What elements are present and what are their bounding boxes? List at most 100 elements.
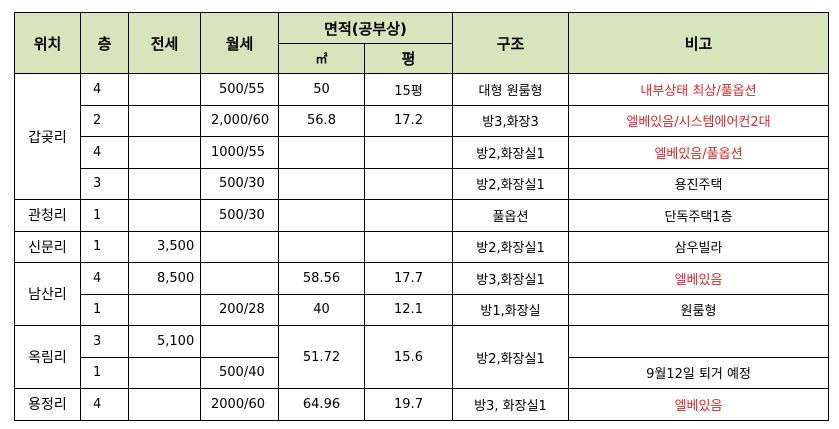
header-location: 위치 xyxy=(14,12,81,74)
area-pyeong-cell xyxy=(364,136,453,169)
wolse-cell: 500/30 xyxy=(200,199,279,232)
header-floor: 층 xyxy=(80,12,129,74)
wolse-cell: 500/30 xyxy=(200,167,279,200)
floor-cell: 2 xyxy=(80,104,129,137)
jeonse-cell: 3,500 xyxy=(128,230,201,263)
note-cell: 9월12일 퇴거 예정 xyxy=(568,356,829,389)
table-row: 신문리 1 3,500 방2,화장실1 삼우빌라 xyxy=(14,230,829,263)
area-m2-cell: 40 xyxy=(278,293,365,326)
structure-cell: 풀옵션 xyxy=(452,199,569,232)
area-pyeong-cell: 17.2 xyxy=(364,104,453,137)
wolse-cell: 200/28 xyxy=(200,293,279,326)
jeonse-cell xyxy=(128,293,201,326)
area-pyeong-cell: 15평 xyxy=(364,73,453,106)
note-cell: 원룸형 xyxy=(568,293,829,326)
table-row: 4 1000/55 방2,화장실1 엘베있음/풀옵션 xyxy=(15,136,829,169)
header-area-m2: ㎡ xyxy=(278,43,365,74)
jeonse-cell xyxy=(128,104,201,137)
jeonse-cell xyxy=(128,356,201,389)
note-cell: 단독주택1층 xyxy=(568,199,829,232)
location-cell: 갑곶리 xyxy=(14,73,81,200)
area-pyeong-cell: 12.1 xyxy=(364,293,453,326)
wolse-cell: 500/55 xyxy=(200,73,279,106)
location-cell: 용정리 xyxy=(14,388,81,421)
jeonse-cell xyxy=(128,136,201,169)
jeonse-cell: 5,100 xyxy=(128,325,201,358)
table-row: 1 500/40 9월12일 퇴거 예정 xyxy=(15,356,829,389)
note-cell: 내부상태 최상/풀옵션 xyxy=(568,73,829,106)
location-cell: 남산리 xyxy=(14,262,81,326)
area-pyeong-cell: 15.6 xyxy=(364,325,453,389)
structure-cell: 방3,화장실1 xyxy=(452,262,569,295)
floor-cell: 1 xyxy=(80,293,129,326)
wolse-cell: 2,000/60 xyxy=(200,104,279,137)
wolse-cell xyxy=(200,325,279,358)
floor-cell: 4 xyxy=(80,136,129,169)
header-wolse: 월세 xyxy=(200,12,279,74)
wolse-cell: 500/40 xyxy=(200,356,279,389)
structure-cell: 방3, 화장실1 xyxy=(452,388,569,421)
area-m2-cell xyxy=(278,167,365,200)
structure-cell: 방3,화장3 xyxy=(452,104,569,137)
area-m2-cell xyxy=(278,230,365,263)
location-cell: 관청리 xyxy=(14,199,81,232)
area-m2-cell xyxy=(278,199,365,232)
note-cell xyxy=(568,325,829,358)
note-cell: 삼우빌라 xyxy=(568,230,829,263)
structure-cell: 방2,화장실1 xyxy=(452,136,569,169)
header-note: 비고 xyxy=(568,12,829,74)
header-area: 면적(공부상) xyxy=(278,12,453,44)
area-pyeong-cell xyxy=(364,167,453,200)
area-m2-cell: 50 xyxy=(278,73,365,106)
area-pyeong-cell xyxy=(364,230,453,263)
table-row: 관청리 1 500/30 풀옵션 단독주택1층 xyxy=(14,199,829,232)
rental-listing-table: 위치 층 전세 월세 면적(공부상) 구조 비고 ㎡ 평 갑곶리 4 500/5… xyxy=(14,12,829,421)
jeonse-cell xyxy=(128,73,201,106)
floor-cell: 3 xyxy=(80,167,129,200)
jeonse-cell xyxy=(128,199,201,232)
area-m2-cell: 58.56 xyxy=(278,262,365,295)
wolse-cell: 1000/55 xyxy=(200,136,279,169)
wolse-cell xyxy=(200,262,279,295)
structure-cell: 방2,화장실1 xyxy=(452,325,569,389)
table-row: 용정리 4 2000/60 64.96 19.7 방3, 화장실1 엘베있음 xyxy=(14,388,829,421)
header-structure: 구조 xyxy=(452,12,569,74)
structure-cell: 방2,화장실1 xyxy=(452,230,569,263)
note-cell: 엘베있음/풀옵션 xyxy=(568,136,829,169)
table-row: 2 2,000/60 56.8 17.2 방3,화장3 엘베있음/시스템에어컨2… xyxy=(15,104,829,137)
jeonse-cell xyxy=(128,388,201,421)
wolse-cell: 2000/60 xyxy=(200,388,279,421)
note-cell: 용진주택 xyxy=(568,167,829,200)
note-cell: 엘베있음/시스템에어컨2대 xyxy=(568,104,829,137)
area-pyeong-cell: 17.7 xyxy=(364,262,453,295)
floor-cell: 4 xyxy=(80,262,129,295)
structure-cell: 방2,화장실1 xyxy=(452,167,569,200)
table-row: 갑곶리 4 500/55 50 15평 대형 원룸형 내부상태 최상/풀옵션 xyxy=(14,73,829,200)
header-area-pyeong: 평 xyxy=(364,43,453,74)
floor-cell: 1 xyxy=(80,199,129,232)
location-cell: 신문리 xyxy=(14,230,81,263)
structure-cell: 대형 원룸형 xyxy=(452,73,569,106)
table-row: 옥림리 3 5,100 51.72 15.6 방2,화장실1 xyxy=(14,325,829,389)
wolse-cell xyxy=(200,230,279,263)
area-pyeong-cell: 19.7 xyxy=(364,388,453,421)
jeonse-cell: 8,500 xyxy=(128,262,201,295)
floor-cell: 4 xyxy=(80,388,129,421)
floor-cell: 3 xyxy=(80,325,129,358)
note-cell: 엘베있음 xyxy=(568,388,829,421)
area-m2-cell: 51.72 xyxy=(278,325,365,389)
area-m2-cell: 64.96 xyxy=(278,388,365,421)
location-cell: 옥림리 xyxy=(14,325,81,389)
area-m2-cell: 56.8 xyxy=(278,104,365,137)
floor-cell: 4 xyxy=(80,73,129,106)
area-m2-cell xyxy=(278,136,365,169)
note-cell: 엘베있음 xyxy=(568,262,829,295)
floor-cell: 1 xyxy=(80,230,129,263)
table-row: 1 200/28 40 12.1 방1,화장실 원룸형 xyxy=(15,293,829,326)
table-row: 3 500/30 방2,화장실1 용진주택 xyxy=(15,167,829,200)
jeonse-cell xyxy=(128,167,201,200)
header-jeonse: 전세 xyxy=(128,12,201,74)
area-pyeong-cell xyxy=(364,199,453,232)
table-row: 남산리 4 8,500 58.56 17.7 방3,화장실1 엘베있음 xyxy=(14,262,829,326)
floor-cell: 1 xyxy=(80,356,129,389)
